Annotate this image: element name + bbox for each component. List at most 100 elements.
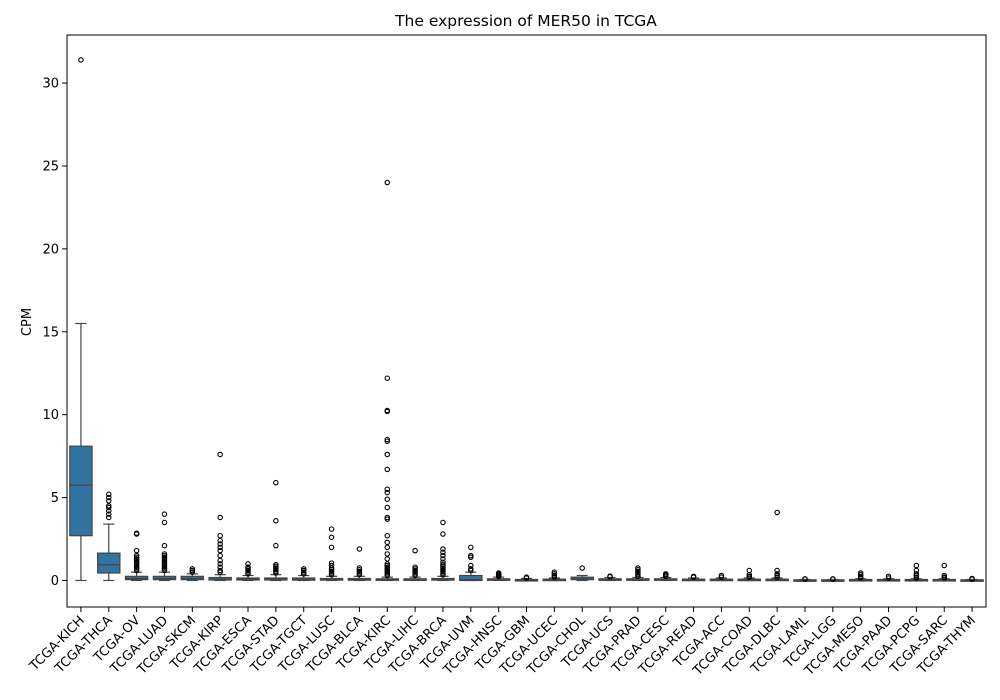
outlier-point (106, 491, 112, 498)
outlier-point (133, 564, 140, 570)
outlier-point (161, 519, 168, 526)
outlier-point (440, 568, 446, 575)
outlier-point (161, 552, 168, 559)
outlier-point (161, 542, 168, 549)
outlier-point (718, 574, 725, 580)
outlier-point (356, 565, 363, 571)
outlier-point (133, 556, 140, 562)
outlier-point (217, 532, 223, 539)
outlier-point (384, 569, 391, 575)
outlier-point (328, 560, 335, 566)
box-tcga-brca (431, 519, 455, 582)
outlier-point (133, 552, 140, 559)
outlier-point (690, 573, 697, 580)
outlier-point (941, 572, 947, 579)
outlier-point (328, 570, 335, 576)
box-tcga-thym (960, 575, 984, 582)
outlier-point (551, 574, 558, 580)
outlier-point (300, 571, 307, 577)
outlier-point (161, 561, 168, 567)
outlier-point (802, 576, 808, 582)
outlier-point (440, 570, 446, 576)
box-tcga-kirc (375, 179, 399, 582)
outlier-point (412, 572, 418, 579)
outlier-point (718, 572, 725, 579)
outlier-point (217, 514, 223, 521)
box-tcga-luad (152, 511, 177, 582)
y-tick-label: 20 (42, 242, 59, 257)
box-tcga-coad (737, 567, 762, 582)
outlier-point (384, 567, 391, 574)
outlier-point (635, 571, 641, 578)
outlier-point (300, 566, 307, 572)
outlier-point (551, 571, 558, 577)
outlier-point (217, 564, 223, 570)
y-tick-label: 5 (51, 491, 59, 506)
box-tcga-sarc (932, 562, 956, 582)
outlier-point (885, 575, 892, 581)
outlier-point (106, 508, 112, 514)
y-axis: 0 5 10 15 20 25 30 (42, 77, 67, 589)
box-tcga-esca (236, 561, 260, 582)
outlier-point (133, 559, 140, 565)
y-axis-label: CPM (20, 308, 35, 336)
outlier-point (273, 565, 279, 571)
box-tcga-pcpg (904, 562, 929, 582)
box-tcga-lgg (821, 576, 845, 582)
outlier-point (746, 567, 753, 574)
outlier-point (161, 559, 168, 565)
outlier-point (161, 557, 168, 564)
outlier-point (384, 544, 391, 551)
outlier-point (384, 436, 391, 443)
outlier-point (384, 571, 391, 577)
outlier-point (384, 561, 391, 567)
outlier-point (356, 566, 363, 573)
outlier-point (217, 567, 223, 574)
outlier-point (384, 504, 391, 511)
outlier-point (412, 547, 418, 554)
outlier-point (412, 566, 418, 572)
outlier-point (384, 562, 391, 569)
box-tcga-ov (124, 530, 149, 582)
outlier-point (913, 572, 920, 579)
outlier-point (161, 554, 168, 561)
outlier-point (440, 561, 446, 568)
box-tcga-chol (570, 565, 594, 582)
outlier-point (161, 511, 168, 517)
outlier-point (913, 567, 920, 574)
box-tcga-paad (876, 573, 901, 582)
outlier-point (133, 561, 140, 567)
outlier-point (189, 566, 196, 572)
outlier-point (217, 557, 223, 564)
box-tcga-lihc (403, 547, 427, 582)
outlier-point (245, 567, 251, 574)
outlier-point (746, 573, 753, 580)
outlier-point (412, 567, 418, 574)
outlier-point (440, 549, 446, 556)
plot-frame (66, 34, 987, 608)
outlier-point (384, 556, 391, 562)
outlier-point (857, 570, 864, 576)
outlier-point (384, 438, 391, 444)
outlier-point (273, 563, 279, 570)
outlier-point (579, 565, 585, 571)
outlier-point (106, 498, 112, 504)
box-tcga-dlbc (765, 509, 789, 582)
outlier-point (133, 566, 140, 572)
outlier-point (662, 571, 669, 577)
outlier-point (523, 574, 530, 580)
box-tcga-laml (793, 576, 817, 582)
box-tcga-blca (347, 546, 372, 582)
outlier-point (440, 546, 446, 552)
outlier-point (161, 567, 168, 574)
outlier-point (273, 561, 279, 568)
outlier-point (384, 489, 391, 496)
outlier-point (356, 568, 363, 575)
outlier-point (300, 567, 307, 574)
box-tcga-meso (848, 570, 873, 582)
outlier-point (217, 547, 223, 554)
outlier-point (106, 503, 112, 509)
outlier-point (384, 566, 391, 572)
outlier-point (635, 570, 641, 576)
outlier-point (774, 572, 780, 579)
